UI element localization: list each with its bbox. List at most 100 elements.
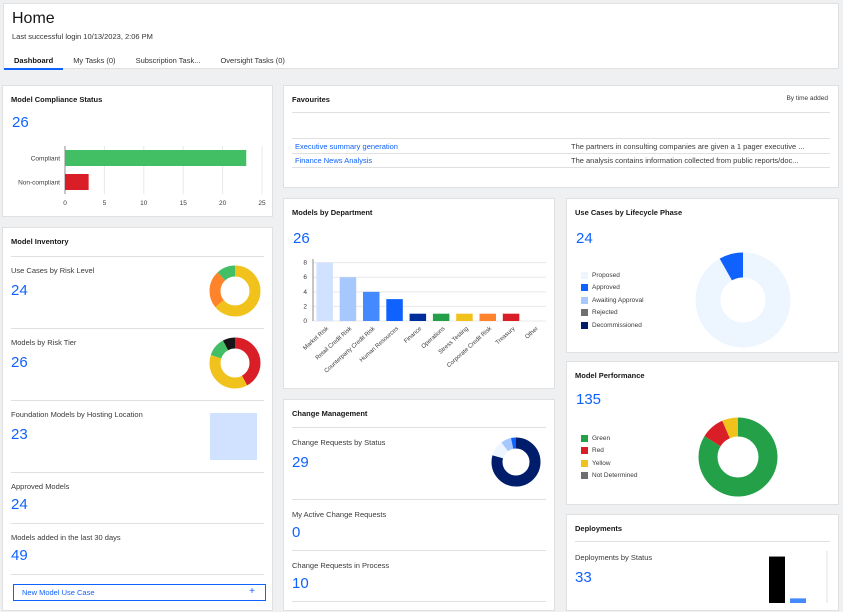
category-label: Corporate Credit Risk	[446, 325, 494, 369]
departments-card: Models by Department 26 0 2 4 6 8 Market Risk…	[283, 198, 555, 389]
legend-approved[interactable]: Approved	[581, 282, 644, 295]
divider	[11, 523, 264, 524]
departments-count[interactable]: 26	[293, 230, 310, 247]
x-tick-label: 5	[103, 200, 107, 207]
bar-finance	[409, 313, 427, 321]
approved-count[interactable]: 24	[11, 496, 28, 513]
risk-level-count[interactable]: 24	[11, 282, 28, 299]
change-card: Change Management Change Requests by Sta…	[283, 399, 555, 611]
deployments-status-label: Deployments by Status	[575, 553, 653, 562]
hosting-label: Foundation Models by Hosting Location	[11, 410, 143, 419]
hosting-count[interactable]: 23	[11, 426, 28, 443]
tab-subscription-tasks[interactable]: Subscription Task...	[135, 56, 201, 65]
legend-not-determined[interactable]: Not Determined	[581, 470, 638, 483]
in-process-label: Change Requests in Process	[292, 561, 390, 570]
legend-awaiting-approval[interactable]: Awaiting Approval	[581, 294, 644, 307]
change-status-label: Change Requests by Status	[292, 438, 386, 447]
divider	[292, 138, 830, 139]
bar-counterparty-credit-risk	[363, 291, 380, 321]
divider	[575, 541, 830, 542]
page-header: Home Last successful login 10/13/2023, 2…	[3, 3, 839, 70]
deployments-count[interactable]: 33	[575, 569, 592, 586]
divider	[292, 550, 546, 551]
category-label: Non-compliant	[18, 180, 60, 187]
divider	[11, 400, 264, 401]
x-tick-label: 20	[219, 200, 227, 207]
performance-legend: Green Red Yellow Not Determined	[581, 432, 638, 482]
change-title: Change Management	[292, 409, 368, 418]
favourite-link-2[interactable]: Finance News Analysis	[295, 156, 373, 165]
legend-decommissioned[interactable]: Decommissioned	[581, 319, 644, 332]
recent-models-count[interactable]: 49	[11, 547, 28, 564]
favourite-desc-2: The analysis contains information collec…	[571, 156, 799, 165]
tab-dashboard[interactable]: Dashboard	[4, 53, 64, 70]
favourites-title: Favourites	[292, 95, 330, 104]
legend-swatch	[581, 309, 588, 317]
x-tick-label: 10	[140, 200, 148, 207]
performance-card: Model Performance 135 Green Red Yellow N…	[566, 361, 839, 505]
legend-proposed[interactable]: Proposed	[581, 269, 644, 282]
deployments-title: Deployments	[575, 524, 623, 533]
deployment-bar-0	[769, 556, 785, 603]
divider	[292, 167, 830, 168]
favourite-link-1[interactable]: Executive summary generation	[295, 142, 398, 151]
compliance-chart: 0 5 10 15 20 25 Compliant Non-compliant	[18, 146, 266, 207]
legend-swatch	[581, 271, 588, 279]
y-tick-label: 0	[303, 318, 307, 325]
legend-swatch	[581, 472, 588, 480]
risk-level-label: Use Cases by Risk Level	[11, 266, 95, 275]
hosting-treemap	[210, 413, 257, 460]
risk-tier-slice-3	[209, 337, 261, 389]
sort-label[interactable]: By time added	[786, 95, 828, 102]
compliance-count[interactable]: 26	[12, 114, 29, 131]
y-tick-label: 6	[303, 274, 307, 281]
y-tick-label: 4	[303, 289, 307, 296]
legend-red[interactable]: Red	[581, 445, 638, 458]
performance-count[interactable]: 135	[576, 391, 602, 408]
favourites-card: Favourites By time added Executive summa…	[283, 85, 839, 188]
legend-swatch	[581, 296, 588, 304]
risk-tier-count[interactable]: 26	[11, 354, 28, 371]
divider	[11, 574, 264, 575]
performance-slice-2	[698, 417, 778, 497]
legend-swatch	[581, 459, 588, 467]
lifecycle-card: Use Cases by Lifecycle Phase 24 Proposed…	[566, 198, 839, 353]
lifecycle-title: Use Cases by Lifecycle Phase	[575, 208, 683, 217]
bar-compliant	[65, 150, 247, 166]
new-model-use-case-button[interactable]: New Model Use Case +	[13, 584, 266, 601]
bar-market-risk	[316, 262, 333, 321]
risk-tier-donut	[209, 337, 261, 389]
x-tick-label: 25	[258, 200, 266, 207]
my-active-change-label: My Active Change Requests	[292, 510, 387, 519]
y-tick-label: 8	[303, 260, 307, 267]
category-label: Other	[525, 326, 540, 341]
legend-rejected[interactable]: Rejected	[581, 307, 644, 320]
lifecycle-legend: Proposed Approved Awaiting Approval Reje…	[581, 269, 644, 332]
change-status-count[interactable]: 29	[292, 454, 309, 471]
divider	[292, 112, 830, 113]
risk-tier-label: Models by Risk Tier	[11, 338, 77, 347]
legend-swatch	[581, 434, 588, 442]
lifecycle-donut	[695, 252, 791, 348]
lifecycle-count[interactable]: 24	[576, 230, 593, 247]
y-tick-label: 2	[303, 303, 307, 310]
legend-yellow[interactable]: Yellow	[581, 457, 638, 470]
in-process-count[interactable]: 10	[292, 575, 309, 592]
my-active-change-count[interactable]: 0	[292, 524, 301, 541]
legend-green[interactable]: Green	[581, 432, 638, 445]
x-tick-label: 0	[63, 200, 67, 207]
risk-level-slice-1	[209, 265, 261, 317]
legend-swatch	[581, 284, 588, 292]
departments-title: Models by Department	[292, 208, 373, 217]
divider	[11, 472, 264, 473]
category-label: Compliant	[31, 156, 60, 163]
legend-swatch	[581, 447, 588, 455]
tab-my-tasks[interactable]: My Tasks (0)	[73, 56, 116, 65]
tab-oversight-tasks[interactable]: Oversight Tasks (0)	[220, 56, 285, 65]
category-label: Finance	[403, 326, 423, 345]
lifecycle-slice-1	[695, 252, 791, 348]
divider	[292, 153, 830, 154]
plus-icon: +	[249, 586, 255, 597]
compliance-title: Model Compliance Status	[11, 95, 103, 104]
recent-models-label: Models added in the last 30 days	[11, 533, 121, 542]
